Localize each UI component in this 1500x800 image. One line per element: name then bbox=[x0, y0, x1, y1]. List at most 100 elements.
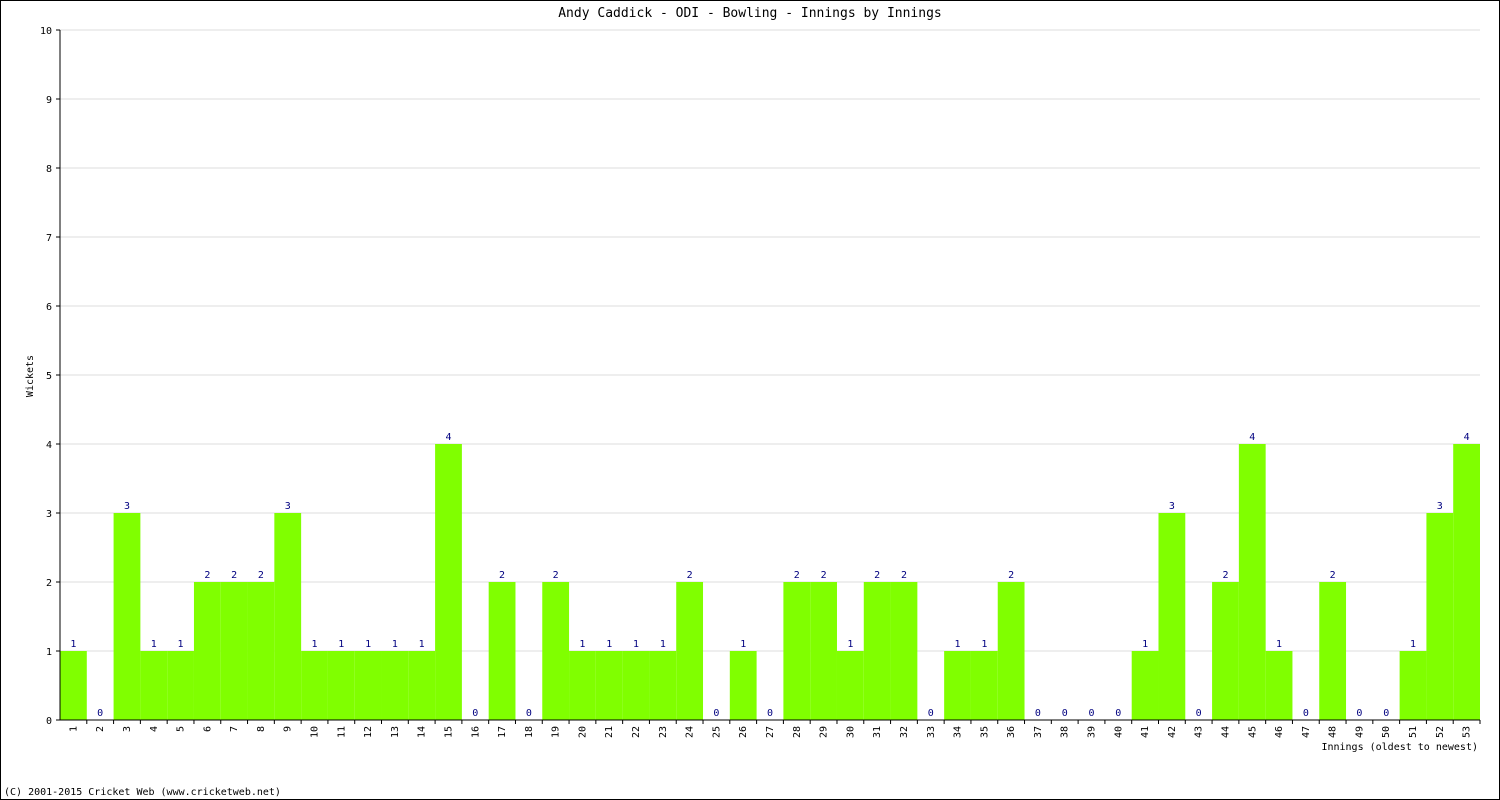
x-tick-label: 40 bbox=[1113, 726, 1124, 738]
value-label: 0 bbox=[713, 708, 719, 719]
value-label: 1 bbox=[660, 639, 666, 650]
bar bbox=[327, 651, 355, 720]
x-tick-label: 7 bbox=[229, 726, 240, 732]
x-tick-label: 19 bbox=[551, 726, 562, 738]
x-tick-label: 22 bbox=[631, 726, 642, 738]
bar bbox=[1399, 651, 1427, 720]
value-label: 1 bbox=[633, 639, 639, 650]
y-tick-label: 10 bbox=[40, 26, 52, 37]
x-axis-label: Innings (oldest to newest) bbox=[1321, 742, 1478, 753]
x-tick-label: 49 bbox=[1354, 726, 1365, 738]
x-tick-label: 43 bbox=[1194, 726, 1205, 738]
bar bbox=[729, 651, 757, 720]
value-label: 2 bbox=[258, 570, 264, 581]
value-label: 1 bbox=[312, 639, 318, 650]
x-tick-label: 12 bbox=[363, 726, 374, 738]
x-tick-label: 29 bbox=[819, 726, 830, 738]
bar bbox=[1158, 513, 1186, 720]
y-tick-label: 6 bbox=[46, 302, 52, 313]
x-tick-label: 23 bbox=[658, 726, 669, 738]
bar bbox=[408, 651, 436, 720]
bar bbox=[1238, 444, 1266, 720]
value-label: 3 bbox=[124, 501, 130, 512]
bar bbox=[1319, 582, 1347, 720]
x-tick-label: 15 bbox=[443, 726, 454, 738]
value-label: 0 bbox=[767, 708, 773, 719]
value-label: 2 bbox=[794, 570, 800, 581]
x-tick-label: 10 bbox=[310, 726, 321, 738]
bar bbox=[1453, 444, 1480, 720]
value-label: 4 bbox=[1464, 432, 1470, 443]
bar bbox=[113, 513, 141, 720]
value-label: 2 bbox=[874, 570, 880, 581]
bar bbox=[1131, 651, 1159, 720]
value-label: 4 bbox=[1249, 432, 1255, 443]
value-label: 1 bbox=[365, 639, 371, 650]
value-label: 0 bbox=[1035, 708, 1041, 719]
bar bbox=[890, 582, 918, 720]
x-tick-label: 21 bbox=[604, 726, 615, 738]
x-tick-label: 41 bbox=[1140, 726, 1151, 738]
value-label: 1 bbox=[1276, 639, 1282, 650]
value-label: 1 bbox=[1142, 639, 1148, 650]
value-label: 1 bbox=[740, 639, 746, 650]
x-tick-label: 53 bbox=[1462, 726, 1473, 738]
x-tick-label: 25 bbox=[711, 726, 722, 738]
value-label: 0 bbox=[1088, 708, 1094, 719]
x-tick-label: 28 bbox=[792, 726, 803, 738]
x-tick-label: 30 bbox=[845, 726, 856, 738]
x-tick-label: 51 bbox=[1408, 726, 1419, 738]
value-label: 1 bbox=[955, 639, 961, 650]
value-label: 1 bbox=[579, 639, 585, 650]
bar bbox=[595, 651, 623, 720]
x-tick-label: 13 bbox=[390, 726, 401, 738]
x-tick-label: 3 bbox=[122, 726, 133, 732]
bar bbox=[301, 651, 328, 720]
bar bbox=[1265, 651, 1293, 720]
x-tick-label: 18 bbox=[524, 726, 535, 738]
y-tick-label: 8 bbox=[46, 164, 52, 175]
x-tick-label: 17 bbox=[497, 726, 508, 738]
bar bbox=[569, 651, 596, 720]
x-tick-label: 50 bbox=[1381, 726, 1392, 738]
x-tick-label: 5 bbox=[176, 726, 187, 732]
x-tick-label: 11 bbox=[336, 726, 347, 738]
value-label: 1 bbox=[847, 639, 853, 650]
bar bbox=[354, 651, 382, 720]
x-tick-label: 26 bbox=[738, 726, 749, 738]
x-tick-label: 44 bbox=[1220, 726, 1231, 738]
value-label: 2 bbox=[687, 570, 693, 581]
x-tick-label: 32 bbox=[899, 726, 910, 738]
x-tick-label: 33 bbox=[926, 726, 937, 738]
bar bbox=[247, 582, 275, 720]
x-tick-label: 14 bbox=[417, 726, 428, 738]
x-tick-label: 46 bbox=[1274, 726, 1285, 738]
value-label: 1 bbox=[981, 639, 987, 650]
value-label: 2 bbox=[901, 570, 907, 581]
bar bbox=[167, 651, 194, 720]
bar bbox=[863, 582, 891, 720]
bar bbox=[274, 513, 302, 720]
x-tick-label: 45 bbox=[1247, 726, 1258, 738]
value-label: 0 bbox=[1383, 708, 1389, 719]
y-tick-label: 7 bbox=[46, 233, 52, 244]
x-tick-label: 27 bbox=[765, 726, 776, 738]
x-tick-label: 48 bbox=[1328, 726, 1339, 738]
x-tick-label: 39 bbox=[1087, 726, 1098, 738]
value-label: 1 bbox=[151, 639, 157, 650]
y-tick-label: 1 bbox=[46, 647, 52, 658]
value-label: 0 bbox=[1303, 708, 1309, 719]
value-label: 0 bbox=[928, 708, 934, 719]
y-tick-label: 3 bbox=[46, 509, 52, 520]
value-label: 1 bbox=[392, 639, 398, 650]
x-tick-label: 52 bbox=[1435, 726, 1446, 738]
x-tick-label: 16 bbox=[470, 726, 481, 738]
value-label: 2 bbox=[1008, 570, 1014, 581]
y-tick-label: 0 bbox=[46, 716, 52, 727]
value-label: 0 bbox=[472, 708, 478, 719]
x-tick-label: 38 bbox=[1060, 726, 1071, 738]
value-label: 2 bbox=[204, 570, 210, 581]
x-tick-label: 20 bbox=[577, 726, 588, 738]
x-tick-label: 47 bbox=[1301, 726, 1312, 738]
